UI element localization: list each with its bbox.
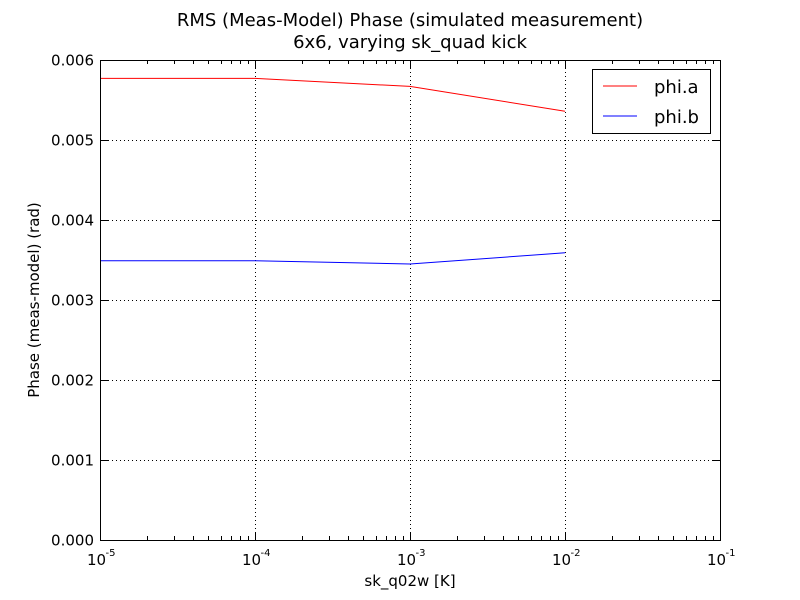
x-tick-exponent: -4 — [261, 548, 271, 559]
y-tick-label: 0.001 — [51, 452, 94, 470]
legend-label-phi-a: phi.a — [654, 77, 699, 98]
x-tick-exponent: -1 — [726, 548, 736, 559]
series-line-phi-a — [100, 77, 566, 112]
y-tick-label: 0.003 — [51, 292, 94, 310]
y-tick-label: 0.002 — [51, 372, 94, 390]
legend-label-phi-b: phi.b — [654, 107, 699, 128]
series-layer — [100, 77, 566, 265]
x-tick-label: 10 — [707, 551, 726, 569]
y-tick-label: 0.000 — [51, 532, 94, 550]
x-tick-label: 10 — [552, 551, 571, 569]
chart-subtitle: 6x6, varying sk_quad kick — [293, 32, 527, 53]
x-tick-label: 10 — [242, 551, 261, 569]
legend-box — [592, 69, 711, 134]
x-tick-label: 10 — [397, 551, 416, 569]
y-tick-label: 0.004 — [51, 212, 94, 230]
x-tick-label: 10 — [87, 551, 106, 569]
x-axis-label: sk_q02w [K] — [364, 572, 455, 591]
axis-ticks: 10 -5 10 -4 10 -3 10 -2 10 -10.0000.0010.0020.003… — [51, 52, 735, 570]
y-axis-label: Phase (meas-model) (rad) — [25, 202, 43, 398]
y-tick-label: 0.005 — [51, 132, 94, 150]
series-line-phi-b — [100, 252, 566, 265]
x-tick-exponent: -3 — [416, 548, 426, 559]
x-tick-exponent: -2 — [571, 548, 581, 559]
x-tick-exponent: -5 — [106, 548, 116, 559]
legend: phi.a phi.b — [592, 69, 711, 134]
y-tick-label: 0.006 — [51, 52, 94, 70]
chart-title: RMS (Meas-Model) Phase (simulated measur… — [177, 10, 643, 31]
